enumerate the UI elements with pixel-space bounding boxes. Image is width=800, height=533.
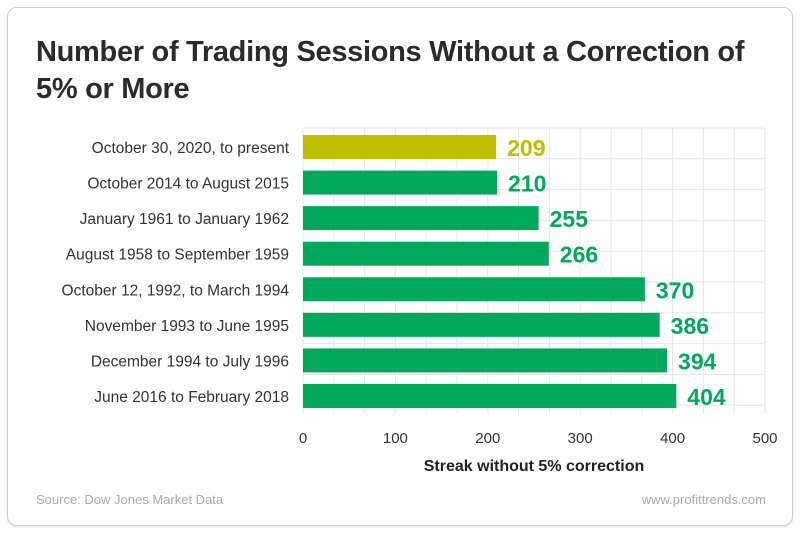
category-label: January 1961 to January 1962 (80, 211, 289, 228)
data-label: 370 (656, 277, 694, 303)
bar (303, 170, 498, 195)
bar (303, 135, 497, 159)
bar (303, 384, 677, 408)
category-label: December 1994 to July 1996 (91, 353, 289, 370)
x-tick-label: 400 (660, 430, 685, 447)
category-label: November 1993 to June 1995 (85, 318, 289, 335)
data-label: 404 (687, 384, 726, 410)
bar (303, 241, 549, 266)
bar (303, 277, 645, 302)
category-label: October 2014 to August 2015 (87, 176, 289, 193)
data-label: 255 (550, 206, 589, 232)
chart-card (7, 7, 793, 526)
bar (303, 312, 660, 337)
bar (303, 206, 539, 231)
category-label: June 2016 to February 2018 (94, 389, 289, 406)
source-note: Source: Dow Jones Market Data (36, 492, 224, 507)
x-tick-label: 100 (383, 430, 408, 447)
data-label: 210 (508, 171, 546, 197)
bar (303, 348, 668, 373)
x-tick-label: 0 (299, 430, 307, 447)
category-label: October 30, 2020, to present (92, 140, 290, 157)
data-label: 386 (671, 313, 709, 339)
data-label: 209 (507, 135, 545, 161)
x-axis-label: Streak without 5% correction (424, 458, 645, 475)
x-tick-label: 200 (475, 430, 500, 447)
website-credit: www.profittrends.com (641, 492, 766, 507)
x-tick-label: 500 (752, 430, 777, 447)
data-label: 394 (678, 348, 717, 374)
category-label: October 12, 1992, to March 1994 (62, 282, 290, 299)
chart-title: Number of Trading Sessions Without a Cor… (36, 36, 745, 105)
category-label: August 1958 to September 1959 (66, 247, 289, 264)
x-tick-label: 300 (568, 430, 593, 447)
data-label: 266 (560, 242, 598, 268)
